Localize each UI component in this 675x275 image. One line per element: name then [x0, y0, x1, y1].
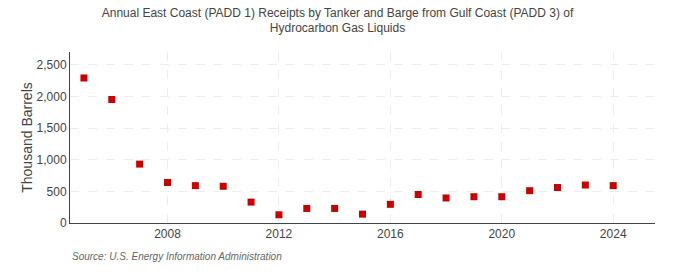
- svg-text:1,000: 1,000: [37, 153, 67, 167]
- svg-text:Thousand Barrels: Thousand Barrels: [19, 82, 35, 193]
- svg-text:0: 0: [60, 216, 67, 230]
- svg-text:Annual East Coast (PADD 1) Rec: Annual East Coast (PADD 1) Receipts by T…: [102, 6, 574, 36]
- svg-text:2008: 2008: [154, 227, 181, 241]
- svg-text:2012: 2012: [266, 227, 293, 241]
- svg-text:2024: 2024: [600, 227, 627, 241]
- svg-text:500: 500: [47, 185, 67, 199]
- svg-text:2016: 2016: [377, 227, 404, 241]
- svg-text:2020: 2020: [488, 227, 515, 241]
- svg-text:Source: U.S. Energy Informatio: Source: U.S. Energy Information Administ…: [72, 251, 282, 262]
- svg-text:2,000: 2,000: [37, 90, 67, 104]
- svg-text:1,500: 1,500: [37, 121, 67, 135]
- svg-text:2,500: 2,500: [37, 58, 67, 72]
